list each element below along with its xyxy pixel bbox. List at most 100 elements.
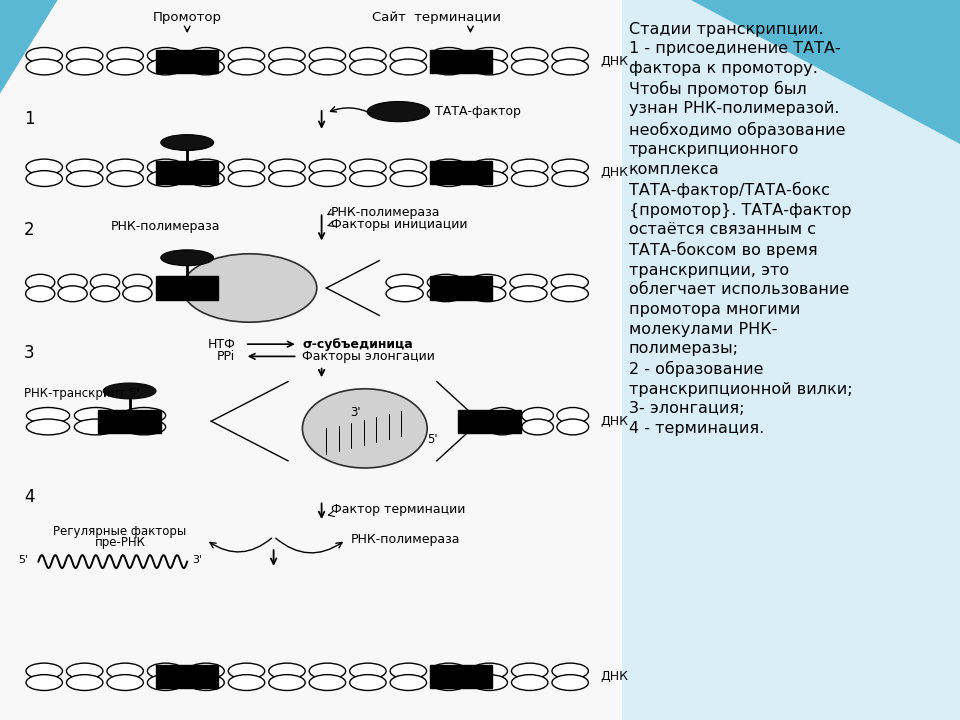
Ellipse shape	[228, 159, 265, 175]
Ellipse shape	[309, 171, 346, 186]
Ellipse shape	[66, 48, 103, 63]
Ellipse shape	[427, 286, 465, 302]
Ellipse shape	[26, 171, 62, 186]
Text: Стадии транскрипции.
1 - присоединение ТАТА-
фактора к промотору.
Чтобы промотор: Стадии транскрипции. 1 - присоединение Т…	[629, 22, 852, 436]
Polygon shape	[691, 0, 960, 144]
Text: ТАТА-фактор: ТАТА-фактор	[435, 105, 520, 118]
Ellipse shape	[349, 675, 386, 690]
Ellipse shape	[228, 171, 265, 186]
Ellipse shape	[66, 59, 103, 75]
Ellipse shape	[107, 663, 143, 679]
Text: 5': 5'	[426, 433, 438, 446]
Ellipse shape	[471, 663, 508, 679]
Ellipse shape	[27, 419, 69, 435]
Text: Факторы элонгации: Факторы элонгации	[302, 350, 435, 363]
Ellipse shape	[487, 408, 518, 423]
Ellipse shape	[302, 389, 427, 468]
Ellipse shape	[26, 663, 62, 679]
Ellipse shape	[188, 59, 225, 75]
Ellipse shape	[27, 408, 69, 423]
Bar	[430, 276, 492, 300]
Ellipse shape	[367, 102, 429, 122]
Ellipse shape	[188, 171, 225, 186]
Ellipse shape	[522, 408, 553, 423]
Ellipse shape	[468, 274, 506, 290]
Text: Факторы инициации: Факторы инициации	[331, 218, 468, 231]
Ellipse shape	[552, 663, 588, 679]
Bar	[430, 50, 492, 73]
Ellipse shape	[182, 254, 317, 323]
Ellipse shape	[510, 286, 547, 302]
Text: Промотор: Промотор	[153, 12, 222, 24]
Ellipse shape	[522, 419, 553, 435]
Ellipse shape	[148, 171, 183, 186]
Text: PPi: PPi	[217, 350, 235, 363]
Ellipse shape	[512, 48, 548, 63]
Ellipse shape	[427, 274, 465, 290]
Ellipse shape	[512, 159, 548, 175]
Ellipse shape	[269, 59, 305, 75]
Text: σ-субъединица: σ-субъединица	[302, 338, 413, 351]
Ellipse shape	[161, 250, 214, 266]
Ellipse shape	[309, 675, 346, 690]
Ellipse shape	[228, 675, 265, 690]
Polygon shape	[0, 0, 58, 94]
Ellipse shape	[228, 663, 265, 679]
Ellipse shape	[557, 408, 588, 423]
Ellipse shape	[551, 274, 588, 290]
Text: Фактор терминации: Фактор терминации	[331, 503, 466, 516]
Ellipse shape	[123, 286, 152, 302]
Text: ДНК: ДНК	[600, 55, 628, 68]
Ellipse shape	[551, 286, 588, 302]
Ellipse shape	[349, 59, 386, 75]
Ellipse shape	[104, 383, 156, 399]
Ellipse shape	[148, 663, 183, 679]
Text: 5': 5'	[18, 555, 29, 565]
Ellipse shape	[309, 663, 346, 679]
Ellipse shape	[431, 171, 467, 186]
Ellipse shape	[123, 274, 152, 290]
Ellipse shape	[471, 675, 508, 690]
Ellipse shape	[471, 171, 508, 186]
Ellipse shape	[26, 274, 55, 290]
Ellipse shape	[552, 159, 588, 175]
Text: 4: 4	[24, 488, 35, 505]
Ellipse shape	[188, 159, 225, 175]
Ellipse shape	[148, 675, 183, 690]
Ellipse shape	[471, 59, 508, 75]
Ellipse shape	[161, 135, 214, 150]
Ellipse shape	[349, 159, 386, 175]
Ellipse shape	[512, 663, 548, 679]
Bar	[0, 0, 622, 720]
Ellipse shape	[107, 59, 143, 75]
Text: 3': 3'	[192, 555, 203, 565]
Bar	[99, 410, 161, 433]
Ellipse shape	[468, 286, 506, 302]
Ellipse shape	[228, 59, 265, 75]
Ellipse shape	[349, 171, 386, 186]
Ellipse shape	[90, 286, 120, 302]
Ellipse shape	[390, 59, 426, 75]
Ellipse shape	[123, 408, 165, 423]
Bar	[156, 665, 219, 688]
Ellipse shape	[512, 59, 548, 75]
Bar	[430, 665, 492, 688]
Ellipse shape	[431, 159, 467, 175]
Ellipse shape	[349, 663, 386, 679]
Ellipse shape	[269, 663, 305, 679]
Ellipse shape	[269, 48, 305, 63]
Text: ДНК: ДНК	[600, 415, 628, 428]
Ellipse shape	[431, 59, 467, 75]
Ellipse shape	[107, 675, 143, 690]
Ellipse shape	[431, 48, 467, 63]
Ellipse shape	[552, 675, 588, 690]
Text: РНК-полимераза: РНК-полимераза	[331, 206, 441, 219]
Ellipse shape	[390, 159, 426, 175]
Ellipse shape	[349, 48, 386, 63]
Ellipse shape	[552, 171, 588, 186]
Bar	[459, 410, 520, 433]
Text: 1: 1	[24, 110, 35, 128]
Ellipse shape	[66, 663, 103, 679]
Ellipse shape	[58, 286, 87, 302]
Ellipse shape	[487, 419, 518, 435]
